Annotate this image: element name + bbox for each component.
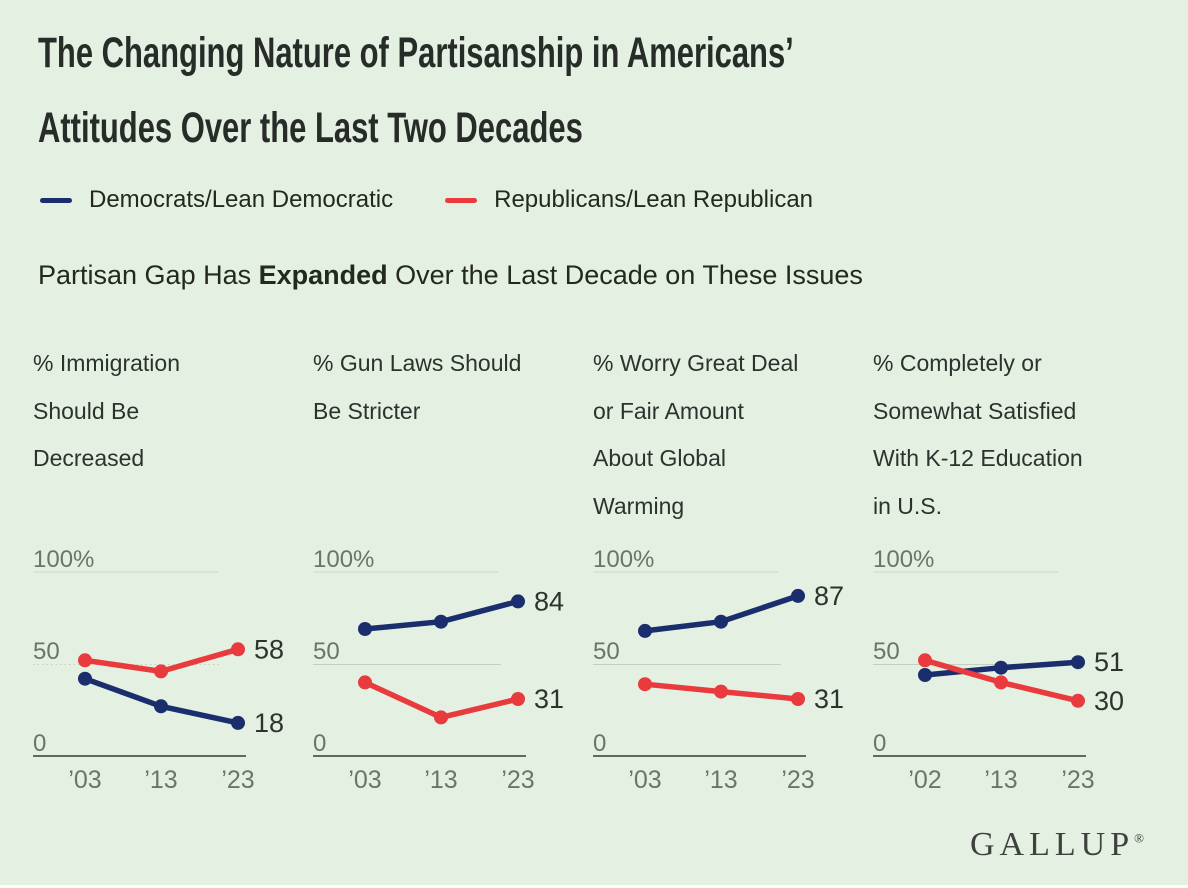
data-point bbox=[154, 664, 168, 679]
x-axis-tick: ’03 bbox=[68, 766, 101, 794]
section-heading-suffix: Over the Last Decade on These Issues bbox=[387, 260, 863, 290]
data-point bbox=[434, 710, 448, 725]
data-point bbox=[78, 671, 92, 686]
legend-item-democrats: Democrats/Lean Democratic bbox=[40, 186, 393, 214]
data-point bbox=[358, 675, 372, 690]
registered-trademark-icon: ® bbox=[1134, 830, 1144, 846]
democrat-line-swatch-icon bbox=[40, 197, 72, 203]
data-point bbox=[1071, 693, 1085, 708]
x-axis-tick: ’13 bbox=[704, 766, 737, 794]
legend: Democrats/Lean Democratic Republicans/Le… bbox=[40, 186, 813, 214]
legend-item-republicans: Republicans/Lean Republican bbox=[445, 186, 813, 214]
data-point bbox=[231, 642, 245, 657]
section-heading-prefix: Partisan Gap Has bbox=[38, 260, 259, 290]
x-axis-tick: ’02 bbox=[908, 766, 941, 794]
gallup-logo: GALLUP® bbox=[970, 826, 1144, 864]
page-title: The Changing Nature of Partisanship in A… bbox=[38, 16, 1088, 166]
y-axis-tick-0: 0 bbox=[313, 730, 326, 757]
y-axis-tick-0: 0 bbox=[873, 730, 886, 757]
chart-title: % Immigration Should Be Decreased bbox=[33, 350, 180, 471]
x-axis-tick: ’23 bbox=[221, 766, 254, 794]
data-point bbox=[1071, 655, 1085, 670]
x-axis-tick: ’03 bbox=[628, 766, 661, 794]
chart-title: % Completely or Somewhat Satisfied With K-… bbox=[873, 350, 1083, 519]
bottom-edge bbox=[0, 885, 1188, 888]
x-axis-tick: ’23 bbox=[781, 766, 814, 794]
series-end-value-label: 51 bbox=[1094, 647, 1124, 677]
data-point bbox=[994, 660, 1008, 675]
section-heading-emphasis: Expanded bbox=[258, 260, 388, 290]
series-end-value-label: 58 bbox=[254, 634, 284, 664]
data-point bbox=[638, 677, 652, 692]
gallup-logo-text: GALLUP bbox=[970, 826, 1135, 863]
chart-title: % Gun Laws Should Be Stricter bbox=[313, 350, 522, 424]
y-axis-tick-100: 100% bbox=[313, 546, 374, 573]
data-point bbox=[511, 692, 525, 706]
series-end-value-label: 84 bbox=[534, 586, 564, 616]
chart-panel: % Immigration Should Be Decreased 100% 50 0 ’0… bbox=[33, 340, 293, 795]
data-point bbox=[714, 684, 728, 699]
charts-row: % Immigration Should Be Decreased 100% 50 0 ’0… bbox=[33, 340, 1133, 795]
series-end-value-label: 31 bbox=[814, 684, 844, 714]
data-point bbox=[78, 653, 92, 668]
data-point bbox=[714, 614, 728, 629]
y-axis-tick-100: 100% bbox=[873, 546, 934, 573]
y-axis-tick-100: 100% bbox=[33, 546, 94, 573]
line-chart: 100% 50 0 ’02 ’13 ’23 51 30 bbox=[873, 546, 1124, 794]
y-axis-tick-50: 50 bbox=[313, 638, 340, 665]
data-point bbox=[358, 622, 372, 636]
series-end-value-label: 31 bbox=[534, 684, 564, 714]
data-point bbox=[791, 588, 805, 603]
series-end-value-label: 30 bbox=[1094, 686, 1124, 716]
series-end-value-label: 18 bbox=[254, 708, 284, 738]
data-point bbox=[791, 692, 805, 706]
page-title-line-1: The Changing Nature of Partisanship in A… bbox=[38, 29, 794, 77]
line-chart: 100% 50 0 ’03 ’13 ’23 87 31 bbox=[593, 546, 844, 794]
y-axis-tick-100: 100% bbox=[593, 546, 654, 573]
line-chart: 100% 50 0 ’03 ’13 ’23 84 31 bbox=[313, 546, 564, 794]
republican-line-swatch-icon bbox=[445, 197, 478, 203]
legend-label-republicans: Republicans/Lean Republican bbox=[494, 186, 814, 213]
x-axis-tick: ’13 bbox=[984, 766, 1017, 794]
y-axis-tick-50: 50 bbox=[593, 638, 620, 665]
page-title-line-2: Attitudes Over the Last Two Decades bbox=[38, 104, 583, 152]
x-axis-tick: ’13 bbox=[424, 766, 457, 794]
data-point bbox=[231, 715, 245, 730]
y-axis-tick-0: 0 bbox=[593, 730, 606, 757]
data-point bbox=[994, 675, 1008, 690]
series-end-value-label: 87 bbox=[814, 581, 844, 611]
data-point bbox=[154, 699, 168, 714]
x-axis-tick: ’13 bbox=[144, 766, 177, 794]
y-axis-tick-50: 50 bbox=[873, 638, 900, 665]
chart-title: % Worry Great Deal or Fair Amount About Gl… bbox=[593, 350, 799, 519]
legend-label-democrats: Democrats/Lean Democratic bbox=[89, 186, 394, 213]
y-axis-tick-0: 0 bbox=[33, 730, 46, 757]
data-point bbox=[638, 623, 652, 638]
data-point bbox=[511, 594, 525, 609]
x-axis-tick: ’23 bbox=[501, 766, 534, 794]
chart-panel: % Gun Laws Should Be Stricter 100% 50 0 ’03 ’1… bbox=[313, 340, 573, 795]
x-axis-tick: ’03 bbox=[348, 766, 381, 794]
chart-panel: % Completely or Somewhat Satisfied With K-… bbox=[873, 340, 1133, 795]
y-axis-tick-50: 50 bbox=[33, 638, 60, 665]
data-point bbox=[434, 614, 448, 629]
data-point bbox=[918, 653, 932, 668]
section-heading: Partisan Gap Has Expanded Over the Last … bbox=[38, 260, 863, 291]
chart-panel: % Worry Great Deal or Fair Amount About Gl… bbox=[593, 340, 853, 795]
x-axis-tick: ’23 bbox=[1061, 766, 1094, 794]
data-point bbox=[918, 668, 932, 682]
